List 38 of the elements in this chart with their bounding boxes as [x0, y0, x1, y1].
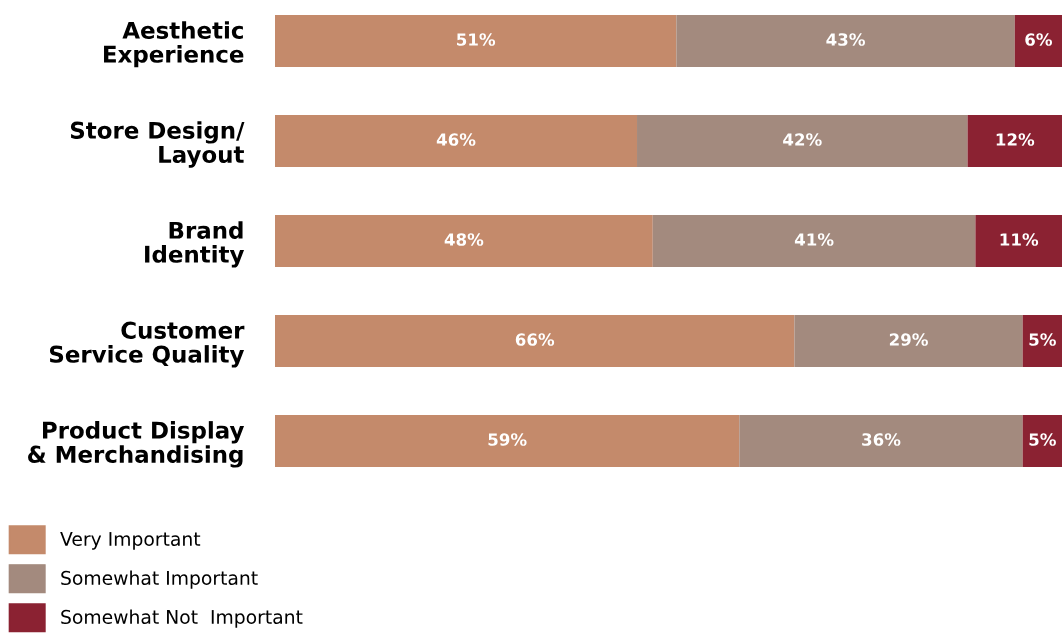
data-label: 46% — [436, 133, 476, 146]
bar — [275, 15, 677, 67]
bar — [1022, 315, 1062, 367]
bar — [676, 15, 1015, 67]
data-label: 51% — [457, 33, 496, 46]
bar — [739, 415, 1023, 467]
legend-label: Somewhat Not Important — [61, 609, 303, 628]
bar — [652, 215, 976, 267]
data-label: 12% — [996, 133, 1035, 146]
y-tick-label: Customer Service Quality — [49, 321, 245, 368]
legend-label: Somewhat Important — [61, 570, 258, 589]
data-label: 42% — [783, 133, 822, 146]
legend-label: Very Important — [60, 532, 201, 550]
bar — [275, 115, 638, 167]
data-label: 29% — [889, 333, 928, 346]
data-label: 11% — [1000, 233, 1039, 246]
bar — [637, 115, 968, 167]
bar — [1022, 415, 1062, 467]
bar — [794, 315, 1023, 367]
data-label: 43% — [826, 33, 865, 46]
data-label: 66% — [515, 333, 555, 346]
y-tick-label: Product Display & Merchandising — [28, 421, 245, 468]
bar — [275, 215, 653, 267]
bar — [967, 115, 1062, 167]
bar — [1014, 15, 1062, 67]
data-label: 48% — [444, 233, 484, 246]
y-tick-label: Store Design/ Layout — [70, 121, 245, 168]
data-label: 5% — [1029, 333, 1056, 346]
y-tick-label: Aesthetic Experience — [104, 21, 244, 68]
data-label: 5% — [1029, 433, 1056, 446]
bar — [275, 315, 795, 367]
data-label: 6% — [1025, 33, 1053, 46]
bar — [975, 215, 1062, 267]
data-label: 41% — [794, 233, 834, 246]
bar — [275, 415, 740, 467]
data-label: 59% — [488, 433, 527, 446]
data-label: 36% — [862, 433, 901, 446]
y-tick-label: Brand Identity — [145, 221, 245, 268]
